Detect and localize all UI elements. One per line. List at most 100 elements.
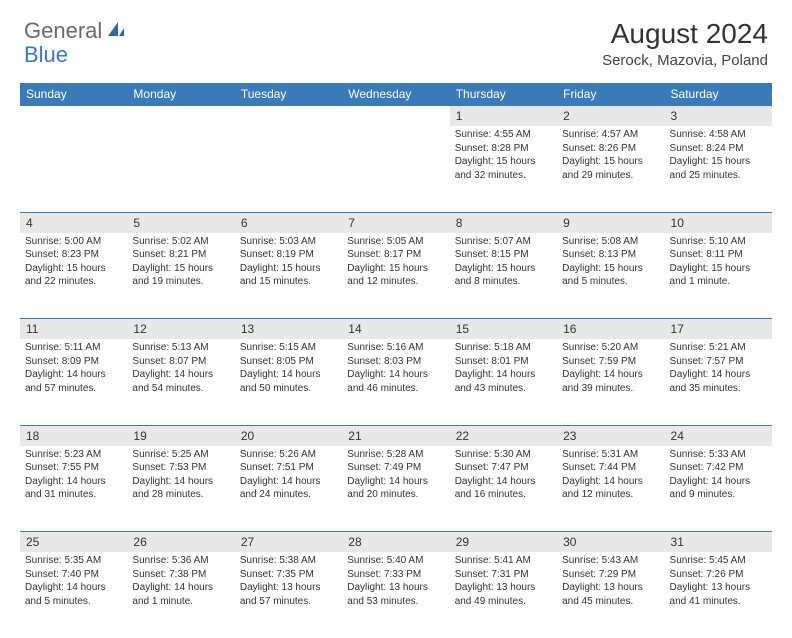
day-number-cell [342, 106, 449, 127]
day-data-cell: Sunrise: 5:21 AMSunset: 7:57 PMDaylight:… [665, 339, 772, 425]
logo: General [24, 18, 128, 44]
day-detail-line: Sunset: 8:28 PM [455, 142, 552, 156]
day-detail-line: Daylight: 14 hours [455, 475, 552, 489]
day-detail-line: and 28 minutes. [132, 488, 229, 502]
day-detail-line: Daylight: 15 hours [670, 155, 767, 169]
day-detail-line: and 41 minutes. [670, 595, 767, 609]
day-detail-line: and 8 minutes. [455, 275, 552, 289]
day-data-cell: Sunrise: 5:26 AMSunset: 7:51 PMDaylight:… [235, 446, 342, 532]
day-number-cell: 10 [665, 212, 772, 233]
day-number-row: 11121314151617 [20, 319, 772, 340]
day-number-cell: 31 [665, 532, 772, 553]
day-detail-line: Sunrise: 5:35 AM [25, 554, 122, 568]
day-detail-line: Daylight: 14 hours [25, 475, 122, 489]
day-detail-line: Sunrise: 5:36 AM [132, 554, 229, 568]
day-detail-line: Daylight: 13 hours [455, 581, 552, 595]
day-number-cell: 27 [235, 532, 342, 553]
logo-text-general: General [24, 18, 102, 44]
day-data-cell [235, 126, 342, 212]
day-detail-line: Sunset: 8:21 PM [132, 248, 229, 262]
day-detail-line: Daylight: 15 hours [347, 262, 444, 276]
day-detail-line: and 9 minutes. [670, 488, 767, 502]
day-detail-line: Daylight: 14 hours [455, 368, 552, 382]
day-detail-line: Daylight: 14 hours [670, 368, 767, 382]
day-detail-line: Sunrise: 5:28 AM [347, 448, 444, 462]
day-detail-line: Sunrise: 5:38 AM [240, 554, 337, 568]
day-number-cell: 25 [20, 532, 127, 553]
day-data-cell: Sunrise: 5:05 AMSunset: 8:17 PMDaylight:… [342, 233, 449, 319]
day-detail-line: and 1 minute. [132, 595, 229, 609]
day-detail-line: Daylight: 14 hours [25, 581, 122, 595]
logo-text-blue: Blue [24, 42, 68, 68]
day-data-cell: Sunrise: 5:02 AMSunset: 8:21 PMDaylight:… [127, 233, 234, 319]
logo-sail-icon [106, 18, 126, 44]
day-number-cell: 1 [450, 106, 557, 127]
day-detail-line: Sunrise: 5:23 AM [25, 448, 122, 462]
day-detail-line: Daylight: 14 hours [240, 368, 337, 382]
day-detail-line: Daylight: 15 hours [455, 155, 552, 169]
weekday-header: Tuesday [235, 83, 342, 106]
day-detail-line: Daylight: 14 hours [132, 581, 229, 595]
day-detail-line: Sunrise: 5:20 AM [562, 341, 659, 355]
day-detail-line: Sunset: 7:33 PM [347, 568, 444, 582]
day-number-cell [127, 106, 234, 127]
day-detail-line: Sunset: 7:51 PM [240, 461, 337, 475]
day-detail-line: and 5 minutes. [562, 275, 659, 289]
day-number-cell: 3 [665, 106, 772, 127]
day-number-cell: 11 [20, 319, 127, 340]
day-number-row: 18192021222324 [20, 425, 772, 446]
day-detail-line: Sunset: 7:44 PM [562, 461, 659, 475]
day-data-cell: Sunrise: 5:41 AMSunset: 7:31 PMDaylight:… [450, 552, 557, 638]
day-detail-line: and 50 minutes. [240, 382, 337, 396]
day-detail-line: Daylight: 15 hours [240, 262, 337, 276]
day-number-cell: 18 [20, 425, 127, 446]
day-detail-line: Sunset: 7:57 PM [670, 355, 767, 369]
day-number-row: 45678910 [20, 212, 772, 233]
day-detail-line: Daylight: 14 hours [670, 475, 767, 489]
day-detail-line: Sunrise: 5:08 AM [562, 235, 659, 249]
day-data-cell [342, 126, 449, 212]
day-detail-line: Sunset: 7:59 PM [562, 355, 659, 369]
day-detail-line: Sunset: 8:09 PM [25, 355, 122, 369]
day-number-cell: 13 [235, 319, 342, 340]
day-data-cell: Sunrise: 4:58 AMSunset: 8:24 PMDaylight:… [665, 126, 772, 212]
day-data-cell [20, 126, 127, 212]
day-detail-line: and 57 minutes. [240, 595, 337, 609]
day-data-cell: Sunrise: 5:15 AMSunset: 8:05 PMDaylight:… [235, 339, 342, 425]
day-detail-line: Daylight: 14 hours [132, 475, 229, 489]
day-number-cell: 20 [235, 425, 342, 446]
day-data-cell: Sunrise: 5:30 AMSunset: 7:47 PMDaylight:… [450, 446, 557, 532]
day-detail-line: Daylight: 14 hours [132, 368, 229, 382]
day-detail-line: and 29 minutes. [562, 169, 659, 183]
day-data-cell: Sunrise: 5:11 AMSunset: 8:09 PMDaylight:… [20, 339, 127, 425]
day-detail-line: Sunrise: 5:16 AM [347, 341, 444, 355]
day-detail-line: and 31 minutes. [25, 488, 122, 502]
day-detail-line: and 12 minutes. [347, 275, 444, 289]
day-detail-line: and 32 minutes. [455, 169, 552, 183]
day-data-row: Sunrise: 5:11 AMSunset: 8:09 PMDaylight:… [20, 339, 772, 425]
month-title: August 2024 [602, 18, 768, 50]
day-number-row: 123 [20, 106, 772, 127]
day-data-cell: Sunrise: 5:23 AMSunset: 7:55 PMDaylight:… [20, 446, 127, 532]
day-detail-line: Sunrise: 5:13 AM [132, 341, 229, 355]
day-detail-line: Sunrise: 5:40 AM [347, 554, 444, 568]
day-detail-line: Sunset: 7:53 PM [132, 461, 229, 475]
day-data-row: Sunrise: 5:23 AMSunset: 7:55 PMDaylight:… [20, 446, 772, 532]
day-number-cell: 23 [557, 425, 664, 446]
day-detail-line: and 20 minutes. [347, 488, 444, 502]
day-data-cell: Sunrise: 5:33 AMSunset: 7:42 PMDaylight:… [665, 446, 772, 532]
day-detail-line: Sunrise: 5:05 AM [347, 235, 444, 249]
day-detail-line: Sunset: 7:38 PM [132, 568, 229, 582]
day-number-cell: 16 [557, 319, 664, 340]
day-number-cell: 24 [665, 425, 772, 446]
day-data-row: Sunrise: 4:55 AMSunset: 8:28 PMDaylight:… [20, 126, 772, 212]
day-number-cell: 26 [127, 532, 234, 553]
day-detail-line: and 57 minutes. [25, 382, 122, 396]
day-detail-line: Daylight: 14 hours [25, 368, 122, 382]
weekday-header: Monday [127, 83, 234, 106]
day-detail-line: Sunset: 8:17 PM [347, 248, 444, 262]
day-detail-line: Sunset: 8:19 PM [240, 248, 337, 262]
day-detail-line: Sunset: 7:35 PM [240, 568, 337, 582]
day-detail-line: and 22 minutes. [25, 275, 122, 289]
day-detail-line: Daylight: 14 hours [240, 475, 337, 489]
